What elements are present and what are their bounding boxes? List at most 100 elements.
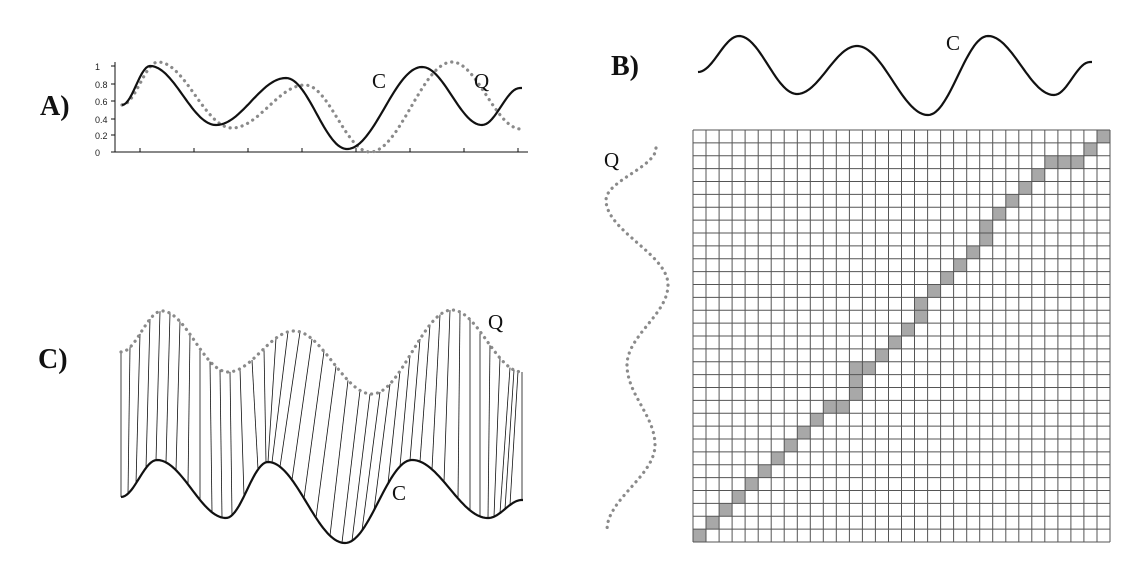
warp-cell bbox=[1070, 155, 1084, 169]
alignment-line bbox=[493, 358, 501, 517]
panel-c-alignment-lines bbox=[120, 310, 523, 543]
warp-cell bbox=[706, 516, 719, 530]
alignment-line bbox=[155, 311, 161, 461]
alignment-line bbox=[419, 324, 431, 462]
alignment-line bbox=[373, 383, 391, 511]
panel-a-y-ticks bbox=[111, 65, 115, 153]
alignment-line bbox=[165, 313, 171, 463]
panel-b-curve-q-label: Q bbox=[604, 148, 619, 172]
panel-b-cost-matrix-grid bbox=[692, 129, 1111, 543]
alignment-line bbox=[499, 367, 511, 514]
warp-cell bbox=[732, 490, 746, 504]
warp-cell bbox=[810, 413, 824, 427]
warp-cell bbox=[849, 361, 863, 375]
alignment-line bbox=[487, 345, 491, 519]
panel-a-y-tick-label: 0.8 bbox=[95, 80, 108, 90]
warp-cell bbox=[1083, 142, 1097, 156]
warp-cell bbox=[862, 361, 876, 375]
alignment-line bbox=[219, 369, 223, 518]
alignment-line bbox=[267, 338, 277, 463]
panel-a-curve-c-label: C bbox=[372, 69, 386, 93]
panel-a-curve-q-label: Q bbox=[474, 69, 489, 93]
panel-a-label: A) bbox=[40, 91, 70, 122]
panel-a-curve-c bbox=[121, 64, 522, 151]
alignment-line bbox=[509, 371, 519, 506]
alignment-line bbox=[361, 391, 381, 531]
panel-a: A) 0 0.2 0.4 0.6 0.8 1 C Q bbox=[40, 60, 528, 158]
alignment-line bbox=[263, 348, 267, 463]
panel-b-curve-c-label: C bbox=[946, 31, 960, 55]
warp-cell bbox=[797, 426, 811, 439]
warp-cell bbox=[953, 258, 967, 272]
warp-cell bbox=[1031, 168, 1045, 182]
alignment-line bbox=[431, 314, 441, 470]
panel-b-warping-path bbox=[693, 130, 1110, 542]
panel-a-x-ticks bbox=[139, 148, 519, 152]
warp-cell bbox=[1097, 130, 1110, 143]
warp-cell bbox=[979, 220, 993, 233]
panel-a-y-tick-label: 0.2 bbox=[95, 131, 108, 141]
warp-cell bbox=[1057, 155, 1071, 169]
warp-cell bbox=[901, 323, 915, 336]
panel-a-curve-q bbox=[120, 60, 524, 154]
panel-b: B) C Q bbox=[604, 31, 1111, 543]
warp-cell bbox=[823, 400, 837, 414]
alignment-line bbox=[504, 369, 515, 510]
alignment-line bbox=[209, 361, 213, 513]
alignment-line bbox=[251, 359, 259, 470]
warp-cell bbox=[927, 284, 941, 298]
alignment-line bbox=[145, 319, 151, 468]
alignment-line bbox=[187, 334, 191, 485]
panel-b-label: B) bbox=[611, 51, 639, 82]
panel-c-curve-q bbox=[119, 308, 525, 396]
alignment-line bbox=[329, 380, 349, 536]
warp-cell bbox=[745, 477, 759, 491]
alignment-line bbox=[279, 331, 301, 467]
warp-cell bbox=[719, 503, 733, 517]
warp-cell bbox=[836, 400, 850, 414]
warp-cell bbox=[849, 387, 863, 401]
warp-cell bbox=[784, 439, 798, 452]
panel-c-curve-c bbox=[120, 458, 523, 545]
warp-cell bbox=[966, 245, 980, 259]
panel-a-y-tick-label: 0 bbox=[95, 148, 100, 158]
alignment-line bbox=[291, 338, 313, 480]
panel-a-axes: 0 0.2 0.4 0.6 0.8 1 bbox=[95, 62, 528, 158]
panel-c-label: C) bbox=[38, 344, 68, 375]
alignment-line bbox=[127, 347, 131, 494]
alignment-line bbox=[443, 310, 451, 482]
warp-cell bbox=[1044, 155, 1058, 169]
panel-b-curve-c bbox=[697, 34, 1092, 117]
panel-a-y-tick-label: 1 bbox=[95, 62, 100, 72]
warp-cell bbox=[693, 529, 706, 542]
alignment-line bbox=[175, 321, 181, 471]
warp-cell bbox=[888, 336, 902, 349]
alignment-line bbox=[399, 355, 411, 467]
panel-c-curve-c-label: C bbox=[392, 481, 406, 505]
warp-cell bbox=[1005, 194, 1019, 208]
panel-b-curve-q bbox=[604, 146, 670, 532]
warp-cell bbox=[914, 310, 928, 324]
alignment-line bbox=[351, 393, 371, 541]
warp-cell bbox=[849, 374, 863, 388]
warp-cell bbox=[1018, 181, 1032, 195]
warp-cell bbox=[771, 451, 785, 465]
panel-c-curve-q-label: Q bbox=[488, 310, 503, 334]
panel-c: C) Q C bbox=[38, 308, 525, 545]
warp-cell bbox=[914, 297, 928, 311]
alignment-line bbox=[239, 368, 245, 497]
warp-cell bbox=[992, 207, 1006, 221]
alignment-line bbox=[303, 351, 325, 499]
alignment-line bbox=[387, 371, 401, 484]
panel-a-y-tick-label: 0.6 bbox=[95, 97, 108, 107]
warp-cell bbox=[940, 271, 954, 285]
warp-cell bbox=[758, 464, 772, 478]
alignment-line bbox=[271, 331, 289, 463]
panel-a-y-tick-label: 0.4 bbox=[95, 115, 108, 125]
alignment-line bbox=[341, 390, 361, 543]
alignment-line bbox=[409, 338, 421, 461]
warp-cell bbox=[875, 348, 889, 362]
warp-cell bbox=[979, 233, 993, 246]
alignment-line bbox=[229, 371, 233, 516]
